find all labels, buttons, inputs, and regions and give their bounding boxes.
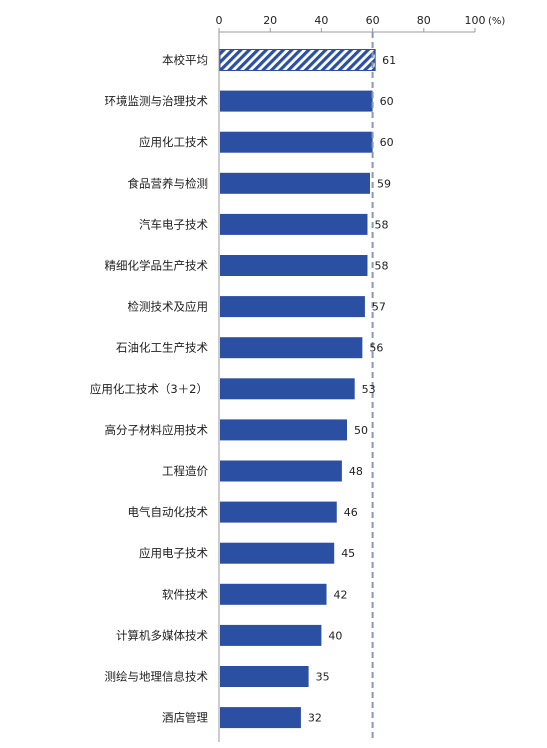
bar bbox=[220, 583, 327, 605]
x-axis-unit-label: (%) bbox=[488, 16, 505, 27]
x-tick-label: 60 bbox=[366, 14, 380, 27]
bar bbox=[220, 255, 368, 276]
value-label: 45 bbox=[341, 547, 355, 560]
bar bbox=[220, 213, 368, 235]
category-label: 食品营养与检测 bbox=[128, 176, 209, 190]
value-label: 56 bbox=[369, 342, 383, 355]
category-label: 检测技术及应用 bbox=[128, 300, 209, 314]
x-axis: 0 20 40 60 80 100 (%) bbox=[216, 14, 505, 742]
bar bbox=[220, 131, 373, 153]
bar bbox=[220, 419, 347, 441]
bar bbox=[220, 90, 373, 112]
category-label: 应用电子技术 bbox=[139, 546, 208, 560]
bars bbox=[219, 49, 376, 729]
value-label: 58 bbox=[374, 218, 388, 231]
category-label: 石油化工生产技术 bbox=[116, 341, 208, 355]
bar bbox=[220, 501, 337, 523]
bar bbox=[220, 707, 301, 729]
value-label: 40 bbox=[328, 629, 342, 642]
bar bbox=[220, 666, 309, 687]
bar bbox=[220, 542, 335, 564]
category-label: 软件技术 bbox=[162, 587, 208, 601]
category-label: 应用化工技术（3＋2） bbox=[90, 382, 208, 396]
category-label: 环境监测与治理技术 bbox=[105, 94, 209, 108]
value-label: 42 bbox=[334, 588, 348, 601]
value-label: 60 bbox=[380, 95, 394, 108]
value-label: 32 bbox=[308, 712, 322, 725]
category-label: 本校平均 bbox=[162, 53, 208, 67]
value-label: 35 bbox=[316, 671, 330, 684]
x-tick-label: 40 bbox=[314, 14, 328, 27]
bar bbox=[220, 378, 355, 400]
category-label: 电气自动化技术 bbox=[128, 505, 209, 519]
value-label: 48 bbox=[349, 465, 363, 478]
category-label: 高分子材料应用技术 bbox=[105, 423, 209, 437]
bar bbox=[220, 624, 322, 646]
x-tick-label: 100 bbox=[465, 14, 486, 27]
x-tick-label: 0 bbox=[216, 14, 223, 27]
category-label: 计算机多媒体技术 bbox=[116, 628, 208, 642]
x-tick-label: 80 bbox=[417, 14, 431, 27]
category-label: 精细化学品生产技术 bbox=[105, 259, 209, 273]
value-label: 53 bbox=[362, 383, 376, 396]
category-label: 应用化工技术 bbox=[139, 135, 208, 149]
category-label: 酒店管理 bbox=[162, 711, 208, 725]
bar bbox=[220, 337, 363, 359]
bar bbox=[220, 172, 371, 194]
value-label: 46 bbox=[344, 506, 358, 519]
category-label: 工程造价 bbox=[162, 464, 208, 478]
x-tick-label: 20 bbox=[263, 14, 277, 27]
value-label: 59 bbox=[377, 177, 391, 190]
bar bbox=[220, 296, 365, 318]
bar bbox=[220, 460, 342, 482]
value-label: 57 bbox=[372, 301, 386, 314]
category-label: 汽车电子技术 bbox=[139, 217, 208, 231]
bar-highlight bbox=[219, 49, 376, 71]
value-label: 60 bbox=[380, 136, 394, 149]
labels: 本校平均 61 环境监测与治理技术 60 应用化工技术 60 食品营养与检测 59 汽车电子技术… bbox=[90, 53, 396, 725]
value-label: 50 bbox=[354, 424, 368, 437]
category-label: 测绘与地理信息技术 bbox=[105, 670, 209, 684]
value-label: 58 bbox=[374, 260, 388, 273]
value-label: 61 bbox=[382, 54, 396, 67]
